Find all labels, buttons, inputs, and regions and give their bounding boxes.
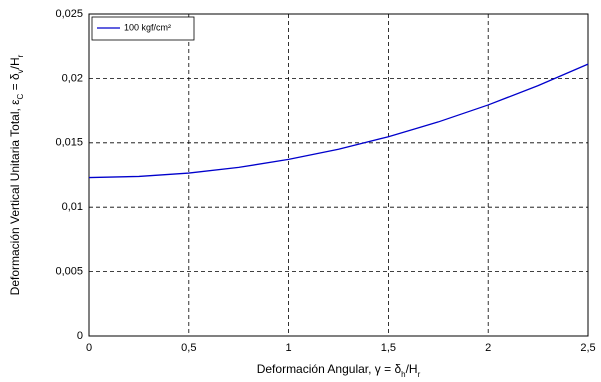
- y-axis-label-part: Deformación Vertical Unitaria Total, ε: [8, 99, 22, 296]
- y-axis-label-part: r: [16, 54, 25, 57]
- x-axis-label-part: h: [401, 370, 405, 379]
- x-axis-label-part: Deformación Angular, γ = δ: [257, 362, 402, 376]
- x-axis-label-part: /H: [406, 362, 418, 376]
- y-axis-label-part: = δ: [8, 73, 22, 94]
- x-tick-label: 2,5: [580, 342, 595, 354]
- y-axis-label-part: v: [16, 69, 25, 73]
- y-axis-label-part: /H: [8, 57, 22, 69]
- y-tick-label: 0,015: [55, 137, 83, 149]
- y-tick-label: 0,025: [55, 8, 83, 20]
- y-tick-label: 0: [77, 330, 83, 342]
- x-tick-label: 0,5: [181, 342, 196, 354]
- x-axis-label: Deformación Angular, γ = δh/Hr: [257, 362, 421, 378]
- y-axis-label-part: C: [16, 93, 25, 99]
- data-line: [88, 63, 589, 179]
- x-axis-label-part: r: [418, 370, 421, 379]
- legend: 100 kgf/cm²: [91, 16, 195, 41]
- y-axis-label: Deformación Vertical Unitaria Total, εC …: [8, 54, 24, 295]
- x-tick-label: 0: [86, 342, 92, 354]
- plot-area: [89, 14, 588, 336]
- y-tick-label: 0,01: [62, 201, 83, 213]
- legend-label: 100 kgf/cm²: [124, 22, 171, 32]
- x-tick-label: 1,5: [381, 342, 396, 354]
- y-tick-label: 0,02: [62, 72, 83, 84]
- plot-frame: [88, 13, 589, 337]
- x-tick-label: 1: [286, 342, 292, 354]
- y-tick-label: 0,005: [55, 266, 83, 278]
- x-tick-label: 2: [485, 342, 491, 354]
- legend-box: [91, 16, 195, 41]
